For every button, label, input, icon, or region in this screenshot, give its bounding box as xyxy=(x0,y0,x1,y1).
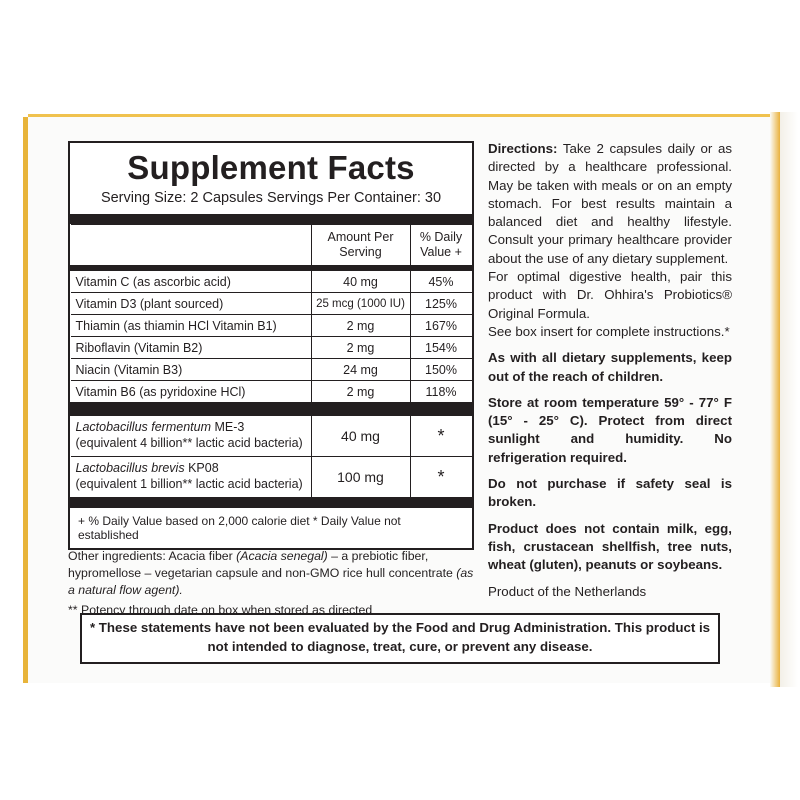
probiotic-dv: * xyxy=(409,456,472,498)
col-amount: Amount Per Serving xyxy=(310,224,411,266)
storage-text: Store at room temperature 59° - 77° F (1… xyxy=(488,394,732,465)
other-text: – a prebiotic fiber, hypromellose – vege… xyxy=(68,549,457,580)
probiotic-amount: 100 mg xyxy=(310,456,411,498)
other-text: Other ingredients: Acacia fiber xyxy=(68,549,237,563)
nutrient-dv: 45% xyxy=(409,270,472,293)
nutrient-dv: 167% xyxy=(409,314,472,337)
children-warning: As with all dietary supplements, keep ou… xyxy=(488,350,732,384)
facts-title: Supplement Facts xyxy=(127,149,415,186)
probiotic-row: Lactobacillus fermentum ME-3 (equivalent … xyxy=(70,415,472,457)
nutrient-amount: 2 mg xyxy=(310,314,411,337)
divider-bar xyxy=(70,214,472,224)
probiotic-strain: ME-3 xyxy=(214,420,245,435)
nutrient-name: Thiamin (as thiamin HCl Vitamin B1) xyxy=(70,314,312,337)
allergen-text: Product does not contain milk, egg, fish… xyxy=(488,520,732,573)
nutrient-dv: 150% xyxy=(409,358,472,381)
nutrient-amount: 40 mg xyxy=(310,270,411,293)
nutrient-dv: 125% xyxy=(409,292,472,315)
nutrient-dv: 154% xyxy=(409,336,472,359)
nutrient-row: Vitamin D3 (plant sourced) 25 mcg (1000 I… xyxy=(70,292,472,315)
facts-table: Amount Per Serving % Daily Value + Vitam… xyxy=(70,224,472,508)
probiotic-detail: (equivalent 4 billion** lactic acid bact… xyxy=(75,436,303,450)
facts-footnote: + % Daily Value based on 2,000 calorie d… xyxy=(78,514,401,542)
probiotic-name: Lactobacillus fermentum xyxy=(75,420,211,435)
nutrient-amount: 2 mg xyxy=(310,380,411,403)
nutrient-row: Riboflavin (Vitamin B2) 2 mg 154% xyxy=(70,336,472,359)
nutrient-name: Vitamin C (as ascorbic acid) xyxy=(70,270,312,293)
nutrient-row: Vitamin C (as ascorbic acid) 40 mg 45% xyxy=(70,270,472,293)
directions-column: Directions: Take 2 capsules daily or as … xyxy=(488,140,732,609)
box-flap xyxy=(780,112,798,687)
probiotic-amount: 40 mg xyxy=(310,415,411,457)
nutrient-dv: 118% xyxy=(409,380,472,403)
nutrient-amount: 24 mg xyxy=(310,358,411,381)
serving-info: Serving Size: 2 Capsules Servings Per Co… xyxy=(100,190,442,206)
divider-bar xyxy=(70,402,472,416)
probiotic-row: Lactobacillus brevis KP08 (equivalent 1 b… xyxy=(70,456,472,498)
probiotic-strain: KP08 xyxy=(188,461,219,476)
probiotic-name: Lactobacillus brevis xyxy=(75,461,185,476)
other-italic: (Acacia senegal) xyxy=(236,549,328,563)
nutrient-amount: 25 mcg (1000 IU) xyxy=(310,292,411,315)
probiotic-detail: (equivalent 1 billion** lactic acid bact… xyxy=(75,477,303,491)
other-ingredients: Other ingredients: Acacia fiber (Acacia … xyxy=(68,548,478,619)
other-italic: (as a natural flow agent). xyxy=(68,566,474,597)
insert-text: See box insert for complete instructions… xyxy=(488,323,730,339)
supplement-facts-panel: Supplement Facts Serving Size: 2 Capsule… xyxy=(68,141,474,550)
box-edge xyxy=(770,112,780,687)
nutrient-row: Vitamin B6 (as pyridoxine HCl) 2 mg 118% xyxy=(70,380,472,403)
col-dv: % Daily Value + xyxy=(409,224,472,266)
directions-text: Take 2 capsules daily or as directed by … xyxy=(488,141,732,266)
directions-label: Directions: xyxy=(488,141,558,156)
nutrient-amount: 2 mg xyxy=(310,336,411,359)
nutrient-name: Riboflavin (Vitamin B2) xyxy=(70,336,312,359)
nutrient-name: Niacin (Vitamin B3) xyxy=(70,358,312,381)
nutrient-name: Vitamin D3 (plant sourced) xyxy=(70,292,312,315)
probiotic-dv: * xyxy=(409,415,472,457)
nutrient-name: Vitamin B6 (as pyridoxine HCl) xyxy=(70,380,312,403)
origin-text: Product of the Netherlands xyxy=(488,583,647,599)
fda-disclaimer: * These statements have not been evaluat… xyxy=(80,613,720,664)
nutrient-row: Thiamin (as thiamin HCl Vitamin B1) 2 mg 1… xyxy=(70,314,472,337)
divider-bar xyxy=(70,497,472,508)
header-row: Amount Per Serving % Daily Value + xyxy=(70,224,472,266)
nutrient-row: Niacin (Vitamin B3) 24 mg 150% xyxy=(70,358,472,381)
seal-warning: Do not purchase if safety seal is broken… xyxy=(488,476,732,510)
pair-text: For optimal digestive health, pair this … xyxy=(488,269,732,321)
